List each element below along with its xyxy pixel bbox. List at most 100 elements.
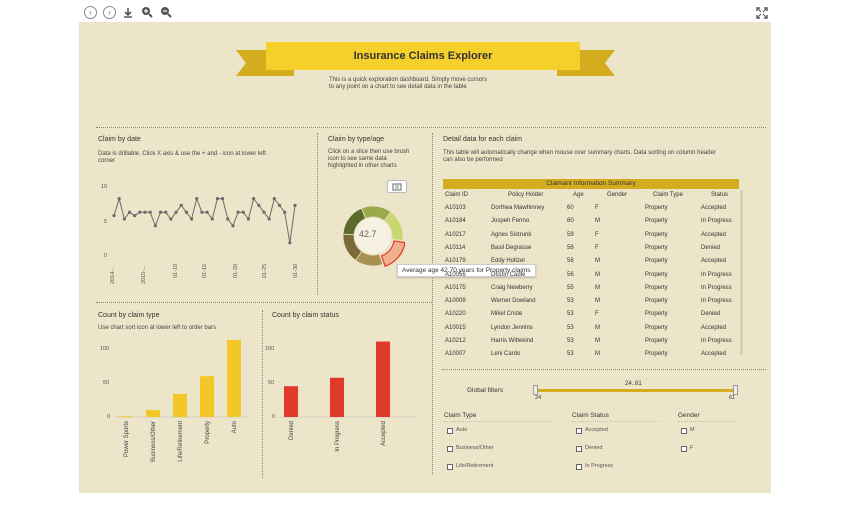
table-row[interactable]: A10212 Harris Wittekind 53 M Property In Prog… — [443, 336, 739, 349]
table-cell-holder: Eddy Holtzel — [491, 258, 525, 265]
checkbox-denied-label: Denied — [585, 445, 603, 451]
line-y-tick: 0 — [104, 253, 108, 259]
claim-by-type-age-description: Click on a slice then use brush icon to … — [328, 149, 438, 170]
table-cell-gender: M — [595, 338, 600, 344]
checkbox-business-other-label: Business/Other — [456, 445, 494, 451]
line-point — [246, 217, 251, 221]
table-cell-holder: Werner Dowland — [491, 298, 536, 305]
fullscreen-icon[interactable] — [756, 6, 768, 19]
count-by-claim-status-title: Count by claim status — [272, 312, 339, 319]
table-cell-holder: Craig Newberry — [491, 284, 533, 291]
table-cell-holder: Dorthea Mawhinney — [491, 205, 545, 211]
global-filters-label: Global filters — [467, 387, 504, 394]
divider-bottom-mid — [262, 310, 263, 478]
age-range-track[interactable] — [537, 389, 735, 392]
table-scrollbar[interactable] — [740, 190, 743, 355]
column-header-status[interactable]: Status — [711, 192, 729, 198]
checkbox-auto[interactable] — [447, 428, 453, 434]
column-header-gender[interactable]: Gender — [607, 192, 628, 198]
back-arrow-icon[interactable]: ‹ — [84, 6, 97, 19]
table-row[interactable]: A10217 Agnes Sistrunk 59 F Property Accepted — [443, 230, 739, 243]
column-header-policy-holder[interactable]: Policy Holder — [508, 192, 544, 198]
checkbox-gender-f[interactable] — [681, 446, 687, 452]
table-cell-gender: M — [595, 271, 600, 278]
table-cell-id: A10009 — [445, 298, 466, 305]
download-icon[interactable] — [123, 6, 133, 18]
type-bar-y-tick: 0 — [107, 414, 111, 420]
checkbox-denied[interactable] — [576, 446, 582, 452]
table-cell-type: Property — [645, 338, 668, 344]
claim-by-date-line-chart[interactable] — [112, 185, 302, 257]
header-description-line1: This is a quick exploration dashboard. S… — [329, 77, 488, 83]
table-cell-status: In Progress — [701, 284, 732, 291]
checkbox-gender-m[interactable] — [681, 428, 687, 434]
line-point — [252, 197, 256, 201]
checkbox-in-progress-label: In Progress — [585, 463, 614, 469]
claim-by-date-description: Data is drillable. Click X axis & use th… — [98, 151, 298, 165]
line-point — [241, 210, 245, 214]
table-cell-id: A10056 — [445, 271, 466, 278]
table-row[interactable]: A10009 Werner Dowland 53 M Property In Progre… — [443, 296, 739, 309]
detail-desc-line1: This table will automatically change whe… — [443, 150, 716, 156]
checkbox-life-retirement-label: Life/Retirement — [456, 463, 494, 469]
checkbox-life-retirement[interactable] — [447, 464, 453, 470]
table-row[interactable]: A10007 Leni Cardo 53 M Property Accepted — [443, 349, 739, 357]
table-cell-status: In Progress — [701, 298, 732, 305]
age-range-min-handle[interactable] — [533, 385, 538, 395]
table-cell-status: Accepted — [701, 205, 727, 211]
table-row[interactable]: A10220 Mikel Criste 53 F Property Denied — [443, 309, 739, 322]
table-cell-age: 56 — [567, 271, 574, 278]
table-cell-gender: M — [595, 298, 600, 305]
table-cell-status: Accepted — [701, 324, 727, 331]
claim-type-filter-rule — [444, 421, 554, 422]
header-description: This is a quick exploration dashboard. S… — [329, 77, 589, 91]
claim-type-filter-label: Claim Type — [444, 412, 477, 419]
type-bar — [173, 393, 187, 417]
type-age-desc-line2: icon to see same data — [328, 156, 387, 162]
table-row[interactable]: A10175 Craig Newberry 55 M Property In Progre… — [443, 283, 739, 296]
checkbox-in-progress[interactable] — [576, 464, 582, 470]
table-cell-gender: M — [595, 324, 600, 331]
line-point — [184, 210, 188, 214]
table-cell-age: 53 — [567, 351, 574, 357]
zoom-out-icon[interactable] — [160, 5, 172, 18]
table-cell-holder: Dustin Cadle — [491, 271, 526, 278]
status-category-label: In Progress — [335, 421, 341, 452]
table-cell-status: In Progress — [701, 338, 732, 344]
table-cell-id: A10007 — [445, 351, 466, 357]
table-row[interactable]: A10056 Dustin Cadle 56 M Property In Progress — [443, 270, 739, 283]
table-row[interactable]: A10184 Jospeh Fermo 60 M Property In Progress — [443, 216, 739, 229]
line-point — [174, 210, 178, 214]
zoom-in-icon[interactable] — [141, 5, 153, 18]
table-row[interactable]: A10103 Dorthea Mawhinney 60 F Property Accept… — [443, 203, 739, 216]
line-point — [293, 203, 297, 207]
column-header-age[interactable]: Age — [573, 192, 584, 198]
table-cell-id: A10103 — [445, 205, 466, 211]
age-range-max-handle[interactable] — [733, 385, 738, 395]
checkbox-accepted[interactable] — [576, 428, 582, 434]
table-cell-id: A10179 — [445, 258, 466, 265]
brush-icon[interactable] — [387, 180, 407, 193]
table-cell-age: 58 — [567, 258, 574, 265]
claim-by-type-age-donut[interactable] — [341, 204, 405, 268]
table-row[interactable]: A10114 Basil Degrasse 58 F Property Denied — [443, 243, 739, 256]
table-cell-holder: Harris Wittekind — [491, 338, 534, 344]
table-cell-age: 60 — [567, 205, 574, 211]
table-cell-type: Property — [645, 258, 668, 265]
column-header-claim-id[interactable]: Claim ID — [445, 192, 469, 198]
table-row[interactable]: A10015 Lyndon Jennins 53 M Property Accepted — [443, 323, 739, 336]
divider-top — [96, 127, 766, 128]
line-point — [272, 197, 276, 201]
count-by-claim-type-chart[interactable]: Power Sports Business/Other Life/Retiremen… — [114, 340, 254, 480]
forward-arrow-icon[interactable]: › — [103, 6, 116, 19]
table-cell-type: Property — [645, 244, 668, 251]
table-cell-gender: F — [595, 231, 599, 238]
count-by-claim-status-chart[interactable]: Denied In Progress Accepted — [279, 340, 419, 480]
divider-filters — [442, 369, 766, 370]
column-header-claim-type[interactable]: Claim Type — [653, 192, 683, 198]
table-cell-age: 53 — [567, 338, 574, 344]
type-bar-y-tick: 50 — [103, 380, 110, 386]
checkbox-business-other[interactable] — [447, 446, 453, 452]
line-point — [205, 210, 209, 214]
table-row[interactable]: A10179 Eddy Holtzel 58 M Property Accepted — [443, 256, 739, 269]
